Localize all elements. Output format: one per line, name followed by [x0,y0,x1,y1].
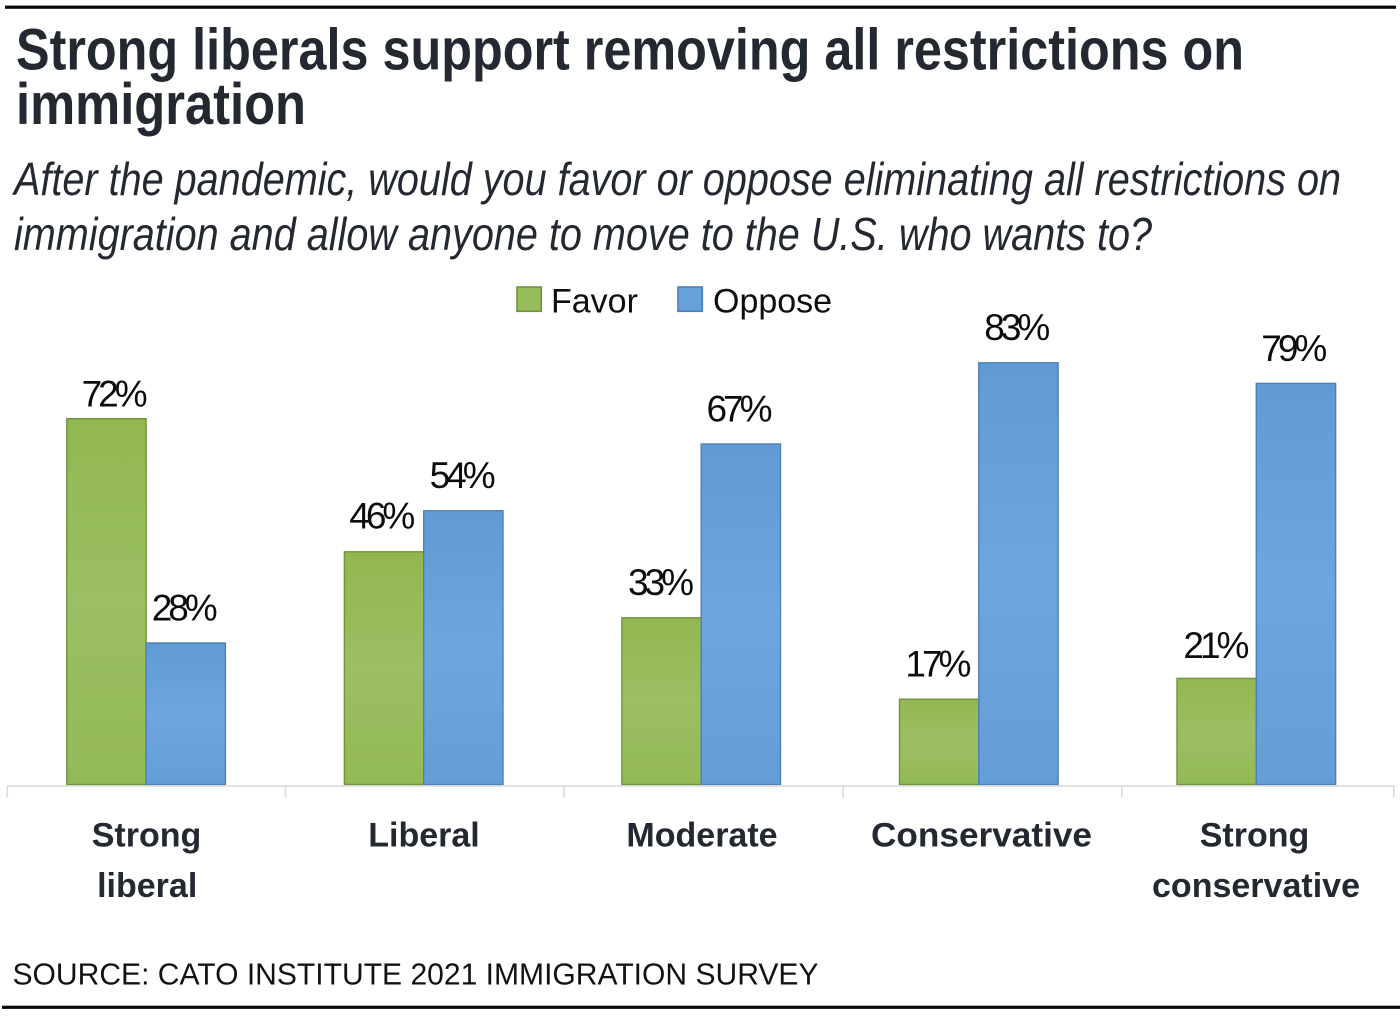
svg-text:Strong liberals support removi: Strong liberals support removing all res… [16,18,1244,83]
svg-text:Strong: Strong [92,816,202,854]
svg-text:conservative: conservative [1152,867,1360,905]
svg-text:liberal: liberal [97,867,197,905]
svg-text:Oppose: Oppose [713,283,832,321]
svg-text:Moderate: Moderate [626,816,777,854]
svg-text:Conservative: Conservative [871,816,1092,854]
svg-text:immigration: immigration [16,72,306,137]
svg-text:21%: 21% [1183,625,1249,666]
svg-text:79%: 79% [1261,328,1327,369]
svg-text:Strong: Strong [1200,816,1310,854]
svg-text:46%: 46% [349,496,415,537]
svg-text:17%: 17% [905,644,971,685]
svg-text:83%: 83% [984,307,1050,348]
svg-text:72%: 72% [82,373,148,414]
svg-text:54%: 54% [430,455,496,496]
svg-text:After the pandemic, would you: After the pandemic, would you favor or o… [11,153,1341,205]
svg-text:SOURCE: CATO INSTITUTE 2021 IM: SOURCE: CATO INSTITUTE 2021 IMMIGRATION … [13,956,819,991]
svg-text:immigration and allow anyone t: immigration and allow anyone to move to … [14,208,1152,260]
svg-text:33%: 33% [628,562,694,603]
svg-text:Liberal: Liberal [368,816,479,854]
svg-text:67%: 67% [707,389,773,430]
svg-text:Favor: Favor [551,283,638,321]
svg-text:28%: 28% [152,587,218,628]
